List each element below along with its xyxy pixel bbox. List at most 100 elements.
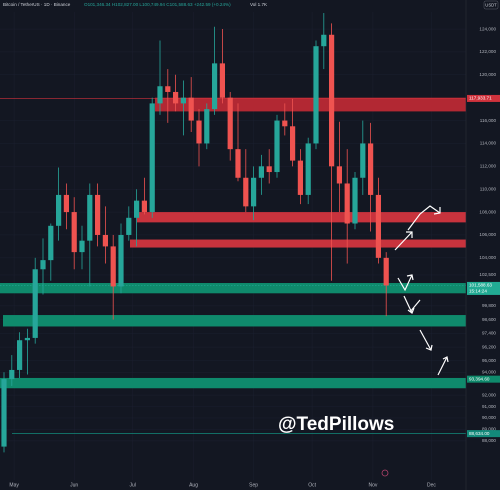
y-tick-label: 112,000	[480, 164, 497, 169]
zone	[137, 212, 466, 223]
price-marker-label: 88,634.00	[469, 431, 490, 436]
arrow	[419, 329, 432, 351]
arrow-head	[406, 274, 414, 281]
ohlc-text: O101,346.34 H102,827.00 L100,749.94 C101…	[84, 2, 231, 7]
arrow-head	[433, 207, 441, 215]
price-marker	[467, 94, 500, 102]
candle-body	[126, 217, 132, 235]
volume-text: Vol 1.7K	[250, 2, 268, 7]
y-tick-label: 116,000	[480, 118, 497, 123]
zone	[130, 239, 466, 248]
y-tick-label: 97,400	[482, 331, 496, 336]
arrow	[407, 205, 441, 231]
y-tick-label: 98,600	[482, 317, 496, 322]
arrow-head	[407, 307, 415, 314]
candle-body	[235, 149, 241, 178]
y-tick-label: 110,000	[480, 186, 497, 191]
x-tick-label: Sep	[249, 482, 258, 488]
y-tick-label: 122,000	[479, 49, 496, 54]
candle-body	[134, 200, 140, 218]
currency: USDT	[485, 2, 497, 7]
candle-body	[165, 86, 171, 92]
event-icon	[381, 469, 389, 477]
watermark: @TedPillows	[278, 414, 394, 435]
arrow-head	[406, 231, 413, 238]
candle-body	[360, 143, 366, 178]
price-marker-label: 93,394.60	[469, 376, 490, 381]
candle-body	[251, 177, 257, 207]
arrow-head	[442, 356, 449, 363]
y-tick-label: 106,000	[479, 232, 496, 237]
zone	[155, 97, 466, 112]
candle-body	[95, 194, 101, 235]
candle-body	[329, 34, 335, 167]
candle-body	[173, 91, 179, 104]
candle-body	[149, 103, 155, 213]
y-tick-label: 108,000	[479, 209, 496, 214]
candle-body	[24, 337, 30, 341]
candle-body	[40, 260, 46, 270]
candle-body	[48, 225, 54, 261]
candle-body	[196, 120, 202, 144]
candle-body	[219, 63, 225, 98]
candle-body	[375, 194, 381, 258]
candle-body	[336, 166, 342, 184]
x-tick-label: Nov	[368, 482, 377, 488]
candle-body	[297, 160, 303, 195]
arrow	[394, 231, 413, 251]
arrow-head	[425, 344, 433, 351]
candle-body	[321, 34, 327, 47]
x-tick-label: Aug	[189, 482, 198, 488]
candle-body	[9, 369, 15, 380]
price-axis	[466, 0, 500, 490]
x-tick-label: Oct	[308, 482, 316, 488]
candle-body	[212, 63, 218, 110]
candle-body	[383, 257, 389, 286]
y-tick-label: 104,000	[479, 255, 496, 260]
price-marker	[467, 430, 500, 438]
candle-body	[102, 234, 108, 247]
price-marker	[467, 281, 500, 295]
candle-body	[344, 183, 350, 224]
arrow	[403, 295, 413, 314]
candle-body	[290, 126, 296, 161]
candle-body	[204, 109, 210, 144]
price-marker-label: 117,933.71	[469, 96, 492, 101]
candle-body	[227, 97, 233, 150]
y-tick-label: 89,000	[482, 427, 496, 432]
currency-box	[483, 0, 499, 10]
y-tick-label: 102,500	[479, 272, 496, 277]
candle-body	[180, 97, 186, 104]
x-tick-label: Dec	[427, 482, 436, 488]
candle-body	[32, 269, 38, 338]
y-tick-label: 94,000	[482, 369, 496, 374]
candle-body	[266, 166, 272, 173]
candle-body	[258, 166, 264, 178]
candle-body	[274, 120, 280, 173]
candle-body	[1, 379, 7, 447]
x-tick-label: Jun	[70, 482, 78, 488]
y-tick-label: 91,000	[482, 404, 496, 409]
y-tick-label: 92,000	[482, 392, 496, 397]
candle-body	[79, 240, 85, 253]
x-tick-label: May	[9, 482, 19, 488]
price-marker	[467, 375, 500, 383]
candle-body	[282, 120, 288, 127]
candle-body	[87, 194, 93, 241]
candle-body	[188, 97, 194, 121]
zone	[0, 283, 466, 294]
candle-body	[352, 177, 358, 224]
candle-body	[63, 194, 69, 213]
arrow	[437, 356, 448, 376]
candle-body	[56, 194, 62, 226]
header: Bitcoin / TetherUS · 1D · Binance	[3, 2, 71, 7]
candle-body	[71, 212, 77, 253]
y-tick-label: 120,000	[479, 72, 496, 77]
x-tick-label: Jul	[129, 482, 135, 488]
y-tick-label: 124,000	[479, 26, 496, 31]
candle-body	[141, 200, 147, 213]
candle-body	[368, 143, 374, 195]
arrows	[394, 205, 449, 376]
y-tick-label: 90,000	[482, 415, 496, 420]
